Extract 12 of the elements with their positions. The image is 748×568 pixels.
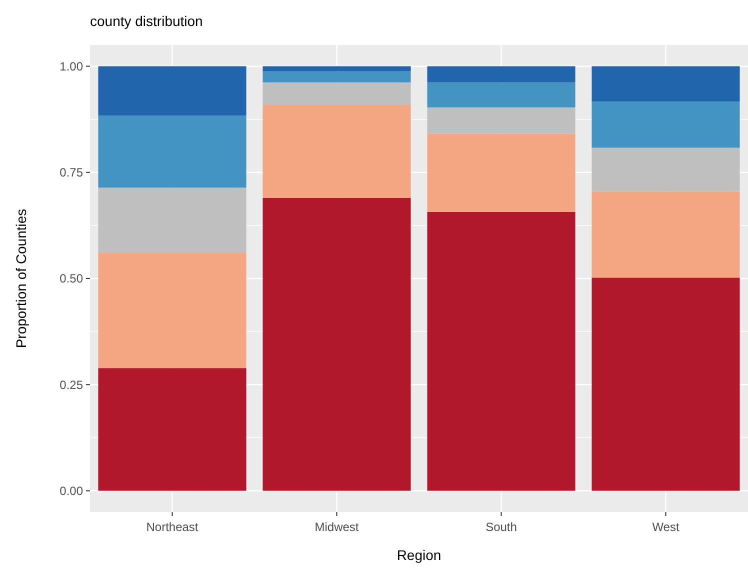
x-tick-label: West <box>652 520 680 534</box>
x-tick-label: Midwest <box>314 520 360 534</box>
x-tick-label: South <box>486 520 517 534</box>
y-tick-label: 0.50 <box>60 272 84 286</box>
y-tick-label: 0.00 <box>60 484 84 498</box>
y-tick-label: 1.00 <box>60 59 84 74</box>
x-axis-title: Region <box>396 547 442 563</box>
x-tick-label: Northeast <box>146 520 199 534</box>
y-tick-label: 0.25 <box>60 378 84 392</box>
chart-title: county distribution <box>90 13 203 29</box>
y-axis-title: Proportion of Counties <box>13 208 29 348</box>
y-tick-label: 0.75 <box>60 166 84 180</box>
